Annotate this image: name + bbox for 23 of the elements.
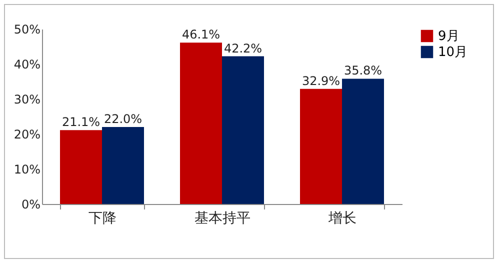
x-tick-label: 基本持平 <box>194 210 250 226</box>
legend-label: 10月 <box>438 45 468 60</box>
y-tick-label: 10% <box>14 162 40 176</box>
data-label: 42.2% <box>224 41 262 56</box>
bar <box>300 88 342 204</box>
bar <box>342 78 384 204</box>
y-tick-label: 20% <box>14 128 40 142</box>
y-tick-label: 0% <box>21 198 40 212</box>
bar <box>102 127 144 204</box>
data-label: 35.8% <box>344 64 382 78</box>
x-tick-label: 增长 <box>328 210 356 226</box>
data-label: 21.1% <box>62 115 100 130</box>
y-tick-label: 30% <box>14 92 40 106</box>
legend-label: 9月 <box>438 29 460 44</box>
bar <box>180 42 222 204</box>
data-label: 46.1% <box>182 28 220 42</box>
bar <box>60 130 102 204</box>
bar <box>222 56 264 204</box>
x-tick-label: 下降 <box>88 210 116 226</box>
y-tick-label: 50% <box>14 22 40 36</box>
y-tick-label: 40% <box>14 58 40 72</box>
data-label: 22.0% <box>104 112 142 126</box>
data-label: 32.9% <box>302 74 340 88</box>
